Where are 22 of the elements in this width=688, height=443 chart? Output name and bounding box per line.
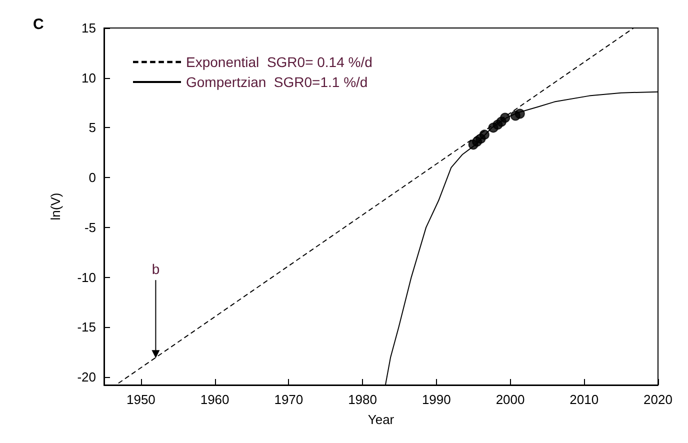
x-tick-label: 1980 xyxy=(348,392,377,407)
x-tick-label: 1960 xyxy=(200,392,230,407)
y-tick-label: 10 xyxy=(82,70,96,86)
y-axis-title: ln(V) xyxy=(48,192,63,220)
y-tick-label: 15 xyxy=(82,20,96,36)
x-tick-label: 1990 xyxy=(422,392,451,407)
y-tick-label: 5 xyxy=(88,120,96,136)
y-tick-label: -5 xyxy=(84,220,96,235)
legend-label: Gompertzian SGR0=1.1 %/d xyxy=(186,74,368,90)
legend-label: Exponential SGR0= 0.14 %/d xyxy=(186,54,372,70)
annotation: b xyxy=(152,261,160,278)
x-tick-label: 2010 xyxy=(570,392,599,407)
x-tick-label: 1950 xyxy=(126,392,156,407)
y-tick-label: 0 xyxy=(88,170,96,186)
x-axis-title: Year xyxy=(368,412,395,427)
x-tick-label: 2000 xyxy=(496,392,525,407)
x-tick-label: 1970 xyxy=(274,392,304,407)
x-tick-label: 2020 xyxy=(644,392,672,407)
chart-title: C xyxy=(33,16,44,33)
y-tick-label: -15 xyxy=(77,320,96,335)
y-tick-label: -10 xyxy=(77,270,96,285)
y-tick-label: -20 xyxy=(77,370,96,385)
